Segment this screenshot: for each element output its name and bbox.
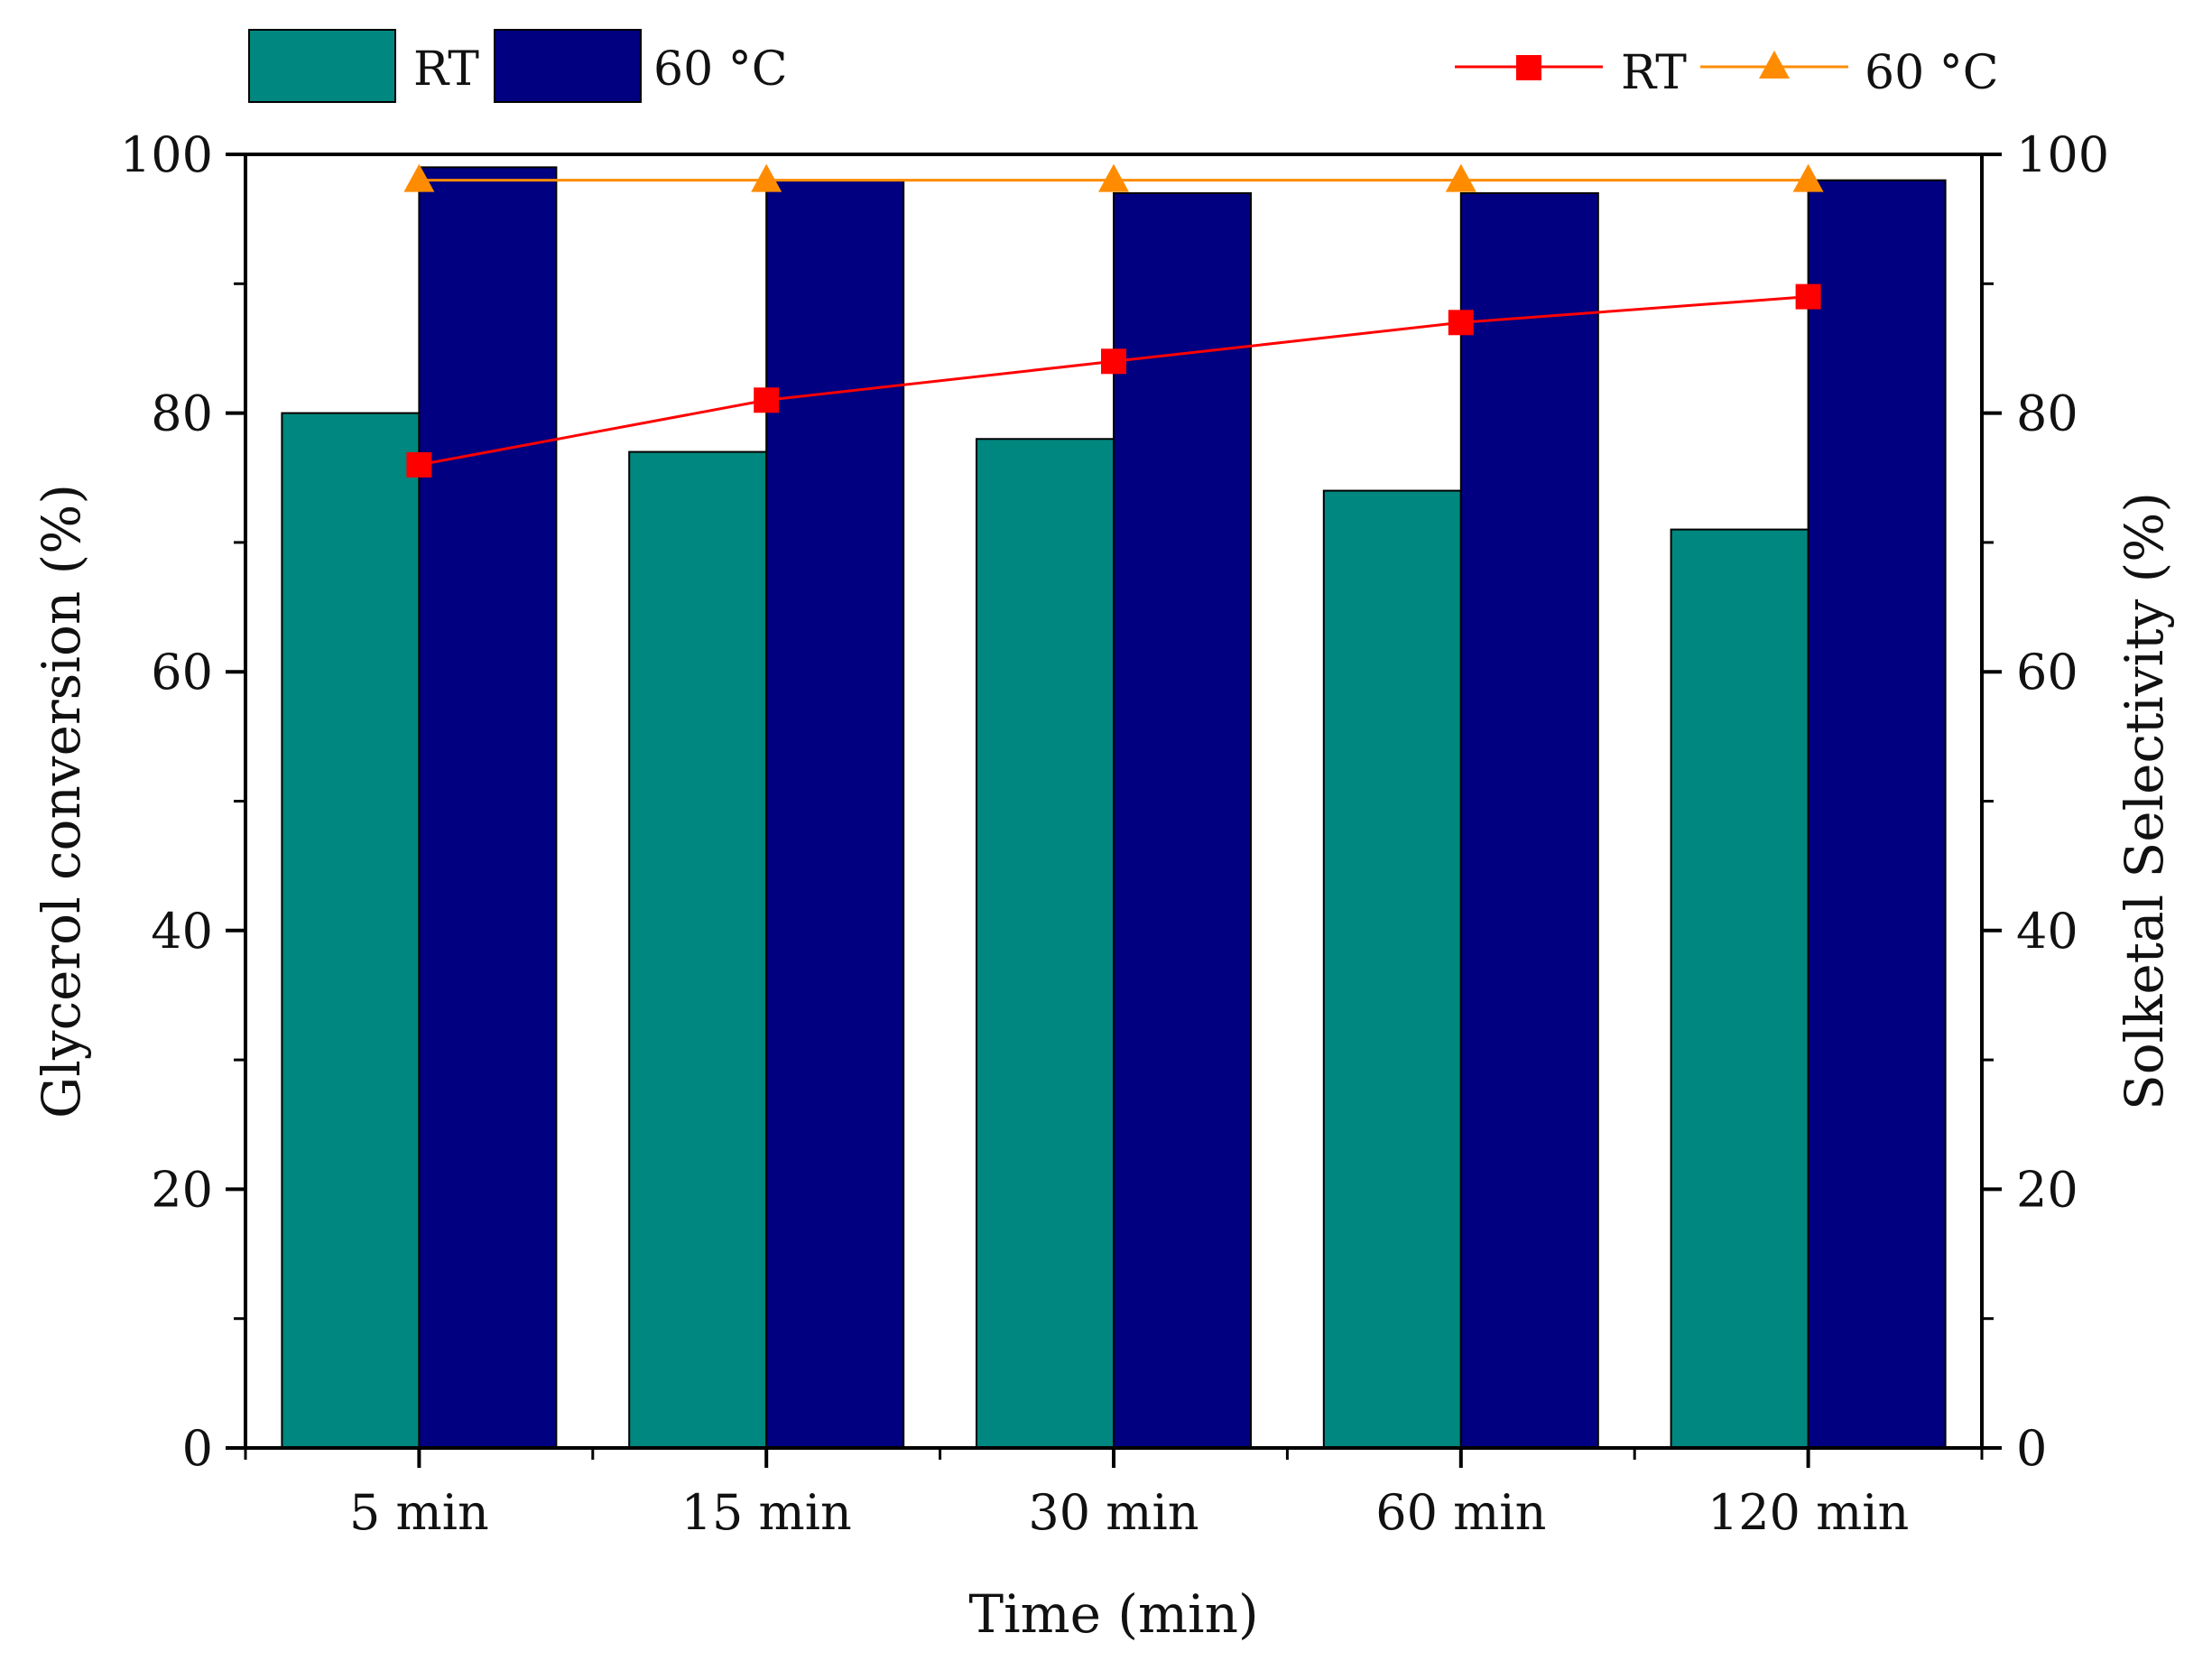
bar-rt-60-min bbox=[1322, 489, 1462, 1450]
legend-label-rt-line: RT bbox=[1621, 46, 1687, 100]
legend-marker-rt-square bbox=[1516, 55, 1541, 80]
legend-label-60c-bar: 60 °C bbox=[653, 42, 787, 97]
lines-layer bbox=[403, 163, 1824, 478]
x-tick-label: 15 min bbox=[681, 1484, 852, 1541]
legend-swatch-60c-bar bbox=[494, 29, 642, 103]
y2-tick-label: 0 bbox=[2016, 1420, 2047, 1477]
legend-swatch-rt-bar bbox=[248, 29, 396, 103]
bar-rt-5-min bbox=[281, 412, 421, 1450]
bar-60-c-60-min bbox=[1459, 191, 1599, 1450]
y-tick-label: 60 bbox=[151, 644, 213, 701]
marker-rt-120-min bbox=[1795, 283, 1821, 310]
y-tick-label: 80 bbox=[151, 385, 213, 442]
marker-60-c-60-min bbox=[1445, 163, 1476, 192]
marker-rt-5-min bbox=[406, 451, 432, 478]
axes: 0 20 40 60 80 100 0 20 40 60 80 100 5 min 15 min 30 mi… bbox=[120, 126, 2109, 1541]
y2-axis-title: Solketal Selectivity (%) bbox=[2114, 492, 2175, 1110]
legend-label-rt-bar: RT bbox=[413, 42, 479, 97]
marker-60-c-15-min bbox=[751, 163, 782, 192]
x-tick-label: 30 min bbox=[1028, 1484, 1199, 1541]
marker-60-c-120-min bbox=[1792, 163, 1824, 192]
y-tick-label: 40 bbox=[151, 903, 213, 960]
x-tick-label: 60 min bbox=[1375, 1484, 1546, 1541]
y-axis-title: Glycerol conversion (%) bbox=[31, 484, 92, 1118]
legend-marker-60c-triangle bbox=[1759, 51, 1790, 79]
marker-60-c-30-min bbox=[1098, 163, 1129, 192]
y2-tick-label: 100 bbox=[2016, 126, 2109, 183]
y2-tick-label: 60 bbox=[2016, 644, 2078, 701]
marker-rt-60-min bbox=[1448, 310, 1474, 336]
marker-rt-30-min bbox=[1101, 348, 1126, 375]
x-tick-label: 5 min bbox=[349, 1484, 489, 1541]
y-tick-label: 20 bbox=[151, 1161, 213, 1218]
bar-60-c-15-min bbox=[765, 179, 905, 1449]
x-tick-label: 120 min bbox=[1708, 1484, 1910, 1541]
marker-60-c-5-min bbox=[403, 163, 435, 192]
bar-60-c-5-min bbox=[418, 166, 558, 1450]
bar-rt-15-min bbox=[628, 450, 768, 1450]
y-tick-label: 0 bbox=[182, 1420, 213, 1477]
line-legend: RT 60 °C bbox=[1455, 46, 1998, 100]
bar-60-c-120-min bbox=[1807, 179, 1947, 1449]
bar-legend: RT 60 °C bbox=[248, 29, 787, 103]
y2-tick-label: 40 bbox=[2016, 903, 2078, 960]
bar-rt-120-min bbox=[1670, 528, 1809, 1449]
bars-layer bbox=[281, 166, 1947, 1450]
bar-60-c-30-min bbox=[1113, 191, 1252, 1450]
legend-label-60c-line: 60 °C bbox=[1865, 46, 1998, 100]
marker-rt-15-min bbox=[754, 387, 780, 413]
x-axis-title: Time (min) bbox=[968, 1583, 1258, 1645]
y2-tick-label: 80 bbox=[2016, 385, 2078, 442]
y-tick-label: 100 bbox=[120, 126, 213, 183]
bar-rt-30-min bbox=[976, 438, 1115, 1449]
y2-tick-label: 20 bbox=[2016, 1161, 2078, 1218]
